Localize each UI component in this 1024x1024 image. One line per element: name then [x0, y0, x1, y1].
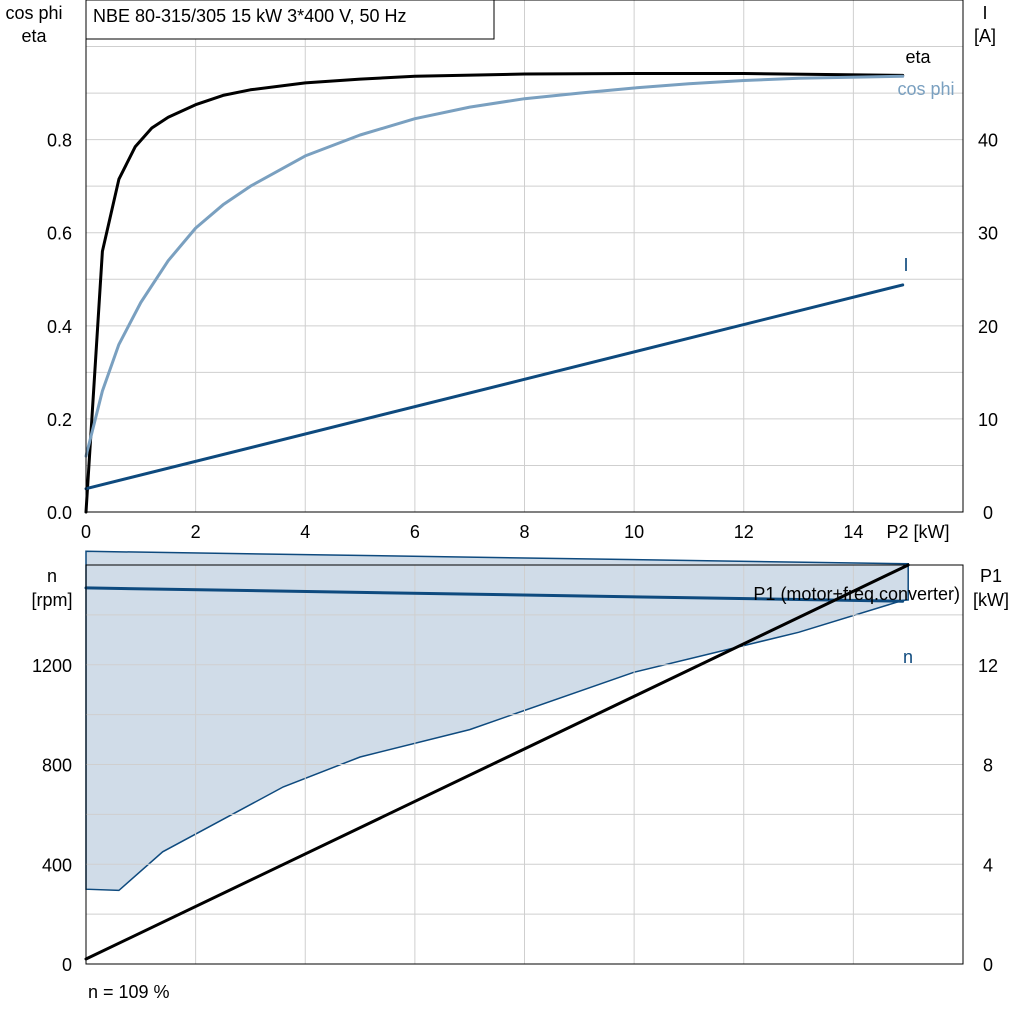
- bottom-plot-frame: [85, 564, 964, 965]
- top-left-axis-label-1: cos phi: [5, 3, 62, 23]
- title-box: [85, 0, 495, 40]
- eta-curve: [84, 72, 905, 514]
- current-curve: [84, 283, 905, 491]
- top-x-tick-label: 6: [410, 522, 420, 542]
- bottom-right-tick-label: 4: [983, 855, 993, 875]
- top-x-tick-label: 4: [300, 522, 310, 542]
- bottom-right-tick-label: 0: [983, 955, 993, 975]
- top-right-tick-label: 10: [978, 410, 998, 430]
- top-left-axis-label-2: eta: [21, 26, 47, 46]
- top-x-tick-label: 14: [843, 522, 863, 542]
- bottom-tick-labels: 0 400 800 1200 0 4 8 12: [32, 656, 998, 975]
- top-right-tick-label: 20: [978, 317, 998, 337]
- speed-percentage-note: n = 109 %: [88, 982, 170, 1002]
- speed-curve: [84, 586, 905, 603]
- top-x-tick-label: 0: [81, 522, 91, 542]
- bottom-area-group: [85, 550, 909, 892]
- top-left-tick-label: 0.8: [47, 131, 72, 151]
- top-series-group: [84, 72, 905, 514]
- chart-title: NBE 80-315/305 15 kW 3*400 V, 50 Hz: [93, 6, 407, 26]
- bottom-left-axis-label-2: [rpm]: [31, 590, 72, 610]
- operating-range-area: [85, 550, 909, 892]
- top-right-axis-label-2: [A]: [974, 26, 996, 46]
- bottom-left-tick-label: 1200: [32, 656, 72, 676]
- cos-phi-curve: [84, 74, 905, 458]
- top-right-tick-label: 0: [983, 503, 993, 523]
- top-left-tick-label: 0.4: [47, 317, 72, 337]
- bottom-right-tick-label: 8: [983, 756, 993, 776]
- bottom-left-tick-label: 0: [62, 955, 72, 975]
- top-x-axis-label: P2 [kW]: [886, 522, 949, 542]
- p1-series-label: P1 (motor+freq.converter): [753, 584, 960, 604]
- bottom-grid: [86, 565, 963, 964]
- top-right-tick-label: 40: [978, 131, 998, 151]
- top-x-tick-label: 10: [624, 522, 644, 542]
- bottom-left-tick-label: 400: [42, 855, 72, 875]
- bottom-series-group: [84, 563, 910, 961]
- bottom-left-axis-label-1: n: [47, 566, 57, 586]
- top-left-tick-label: 0.6: [47, 224, 72, 244]
- cos-phi-series-label: cos phi: [897, 79, 954, 99]
- top-x-tick-label: 8: [519, 522, 529, 542]
- bottom-right-axis-label-2: [kW]: [973, 590, 1009, 610]
- bottom-right-tick-label: 12: [978, 656, 998, 676]
- top-plot-frame: [85, 0, 964, 513]
- current-series-label: I: [903, 255, 908, 275]
- eta-series-label: eta: [905, 47, 931, 67]
- top-x-tick-label: 12: [734, 522, 754, 542]
- top-right-tick-label: 30: [978, 224, 998, 244]
- top-right-axis-label-1: I: [982, 3, 987, 23]
- bottom-chart-panel: n [rpm] P1 [kW] 0 400 800 1200 0 4 8 12 P1 (mot…: [31, 550, 1009, 1002]
- top-left-tick-label: 0.0: [47, 503, 72, 523]
- bottom-right-axis-label-1: P1: [980, 566, 1002, 586]
- speed-series-label: n: [903, 647, 913, 667]
- p1-power-curve: [84, 563, 910, 961]
- top-chart-panel: NBE 80-315/305 15 kW 3*400 V, 50 Hz cos …: [5, 0, 998, 542]
- top-tick-labels: 0 2 4 6 8 10 12 14 0.0 0.2 0.4 0.6 0.8 0 10 20 30 40: [47, 131, 998, 542]
- bottom-left-tick-label: 800: [42, 756, 72, 776]
- top-x-tick-label: 2: [191, 522, 201, 542]
- top-left-tick-label: 0.2: [47, 410, 72, 430]
